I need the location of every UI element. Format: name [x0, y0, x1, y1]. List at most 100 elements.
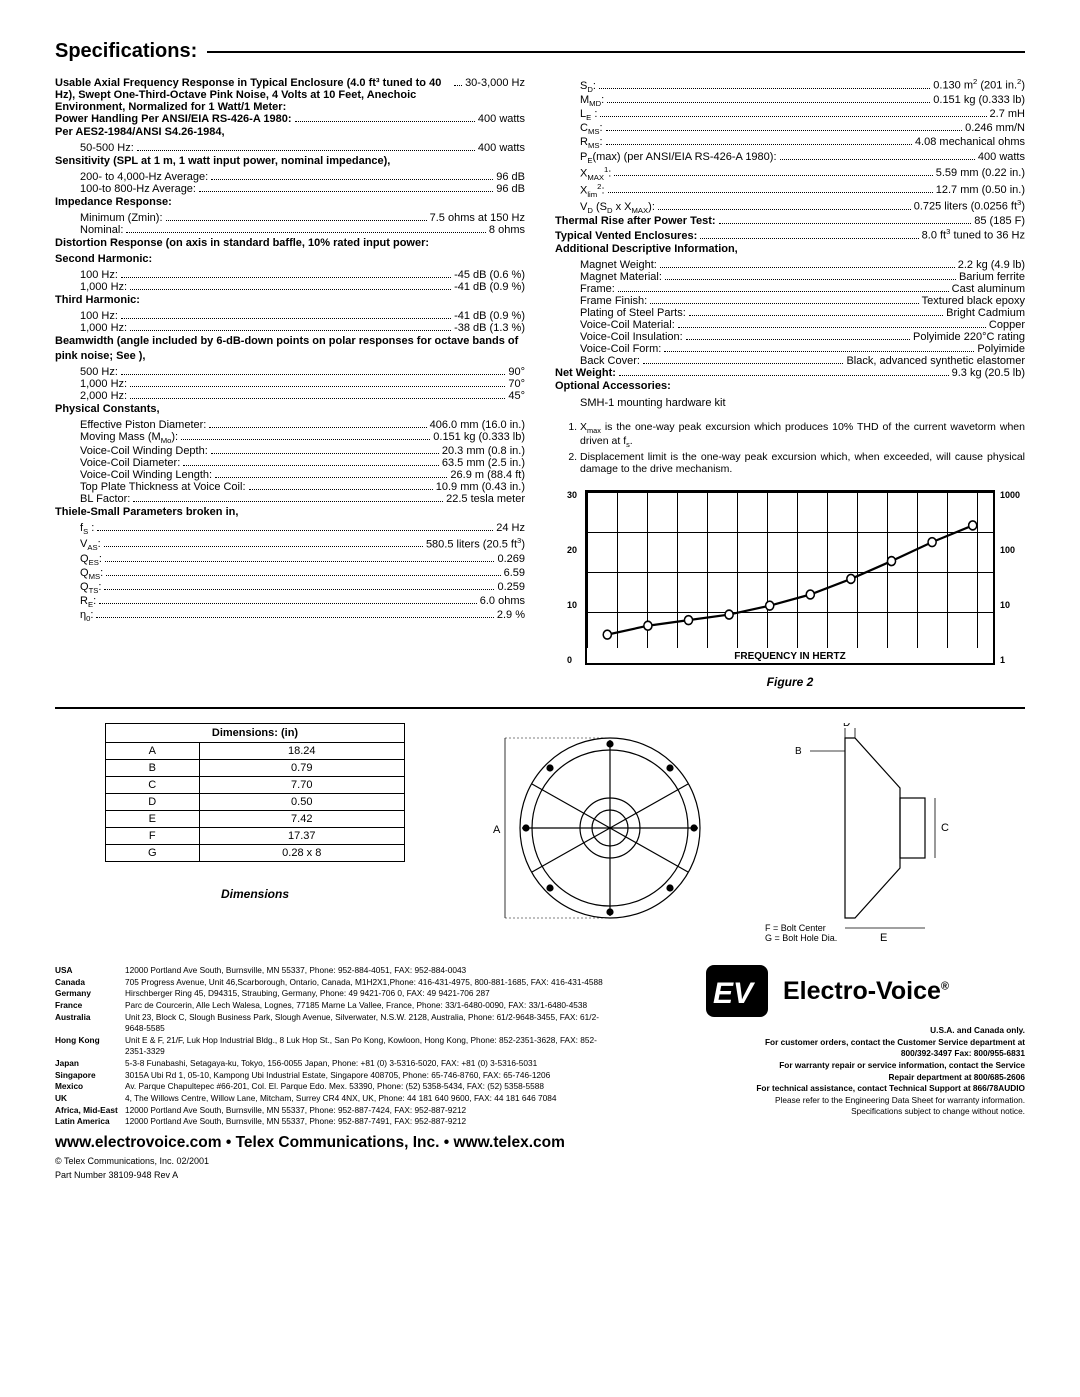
spec-value: 400 watts [978, 151, 1025, 163]
spec-label: Back Cover: [580, 355, 640, 367]
spec-row: Magnet Weight: 2.2 kg (4.9 lb) [555, 259, 1025, 271]
spec-label: fS : [80, 522, 94, 536]
footer-info-line: For technical assistance, contact Techni… [630, 1083, 1025, 1095]
address-text: 12000 Portland Ave South, Burnsville, MN… [125, 1105, 466, 1117]
spec-label: Magnet Weight: [580, 259, 657, 271]
spec-label: Effective Piston Diameter: [80, 419, 206, 431]
leader-dots [183, 465, 439, 466]
spec-row: RMS:4.08 mechanical ohms [555, 136, 1025, 150]
spec-value: Black, advanced synthetic elastomer [846, 355, 1025, 367]
copyright-1: © Telex Communications, Inc. 02/2001 [55, 1156, 605, 1166]
spec-row: Typical Vented Enclosures:8.0 ft3 tuned … [555, 227, 1025, 242]
spec-row: 100 Hz:-41 dB (0.9 %) [55, 310, 525, 322]
address-country: Japan [55, 1058, 125, 1070]
spec-label: Voice-Coil Winding Depth: [80, 445, 208, 457]
spec-label: Voice-Coil Form: [580, 343, 661, 355]
website-line: www.electrovoice.com • Telex Communicati… [55, 1134, 605, 1152]
spec-value: 2.2 kg (4.9 lb) [958, 259, 1025, 271]
chart-caption: Figure 2 [555, 675, 1025, 689]
address-text: 3015A Ubi Rd 1, 05-10, Kampong Ubi Indus… [125, 1070, 550, 1082]
spec-value: 9.3 kg (20.5 lb) [952, 367, 1025, 379]
intro-label: Usable Axial Frequency Response in Typic… [55, 77, 451, 113]
dim-val: 7.70 [199, 777, 405, 794]
spec-row: Voice-Coil Winding Length:26.9 m (88.4 f… [55, 469, 525, 481]
spec-row: Voice-Coil Winding Depth: 20.3 mm (0.8 in… [55, 445, 525, 457]
spec-value: 20.3 mm (0.8 in.) [442, 445, 525, 457]
dim-key: D [106, 794, 200, 811]
spec-label: BL Factor: [80, 493, 130, 505]
spec-value: Polyimide 220°C rating [913, 331, 1025, 343]
spec-label: RE: [80, 595, 96, 609]
table-row: A18.24 [106, 743, 405, 760]
spec-value: Copper [989, 319, 1025, 331]
spec-label: Voice-Coil Winding Length: [80, 469, 212, 481]
leader-dots [454, 85, 462, 86]
address-row: UK4, The Willows Centre, Willow Lane, Mi… [55, 1093, 605, 1105]
spec-value: -41 dB (0.9 %) [454, 310, 525, 322]
spec-value: 6.59 [504, 567, 525, 579]
table-row: C7.70 [106, 777, 405, 794]
spec-value: Cast aluminum [952, 283, 1025, 295]
spec-label: 500 Hz: [80, 366, 118, 378]
leader-dots [600, 116, 986, 117]
spec-label: Power Handling Per ANSI/EIA RS-426-A 198… [55, 113, 292, 125]
spec-label: Thermal Rise after Power Test: [555, 215, 716, 227]
spec-value: 0.246 mm/N [965, 122, 1025, 134]
address-country: Africa, Mid-East [55, 1105, 125, 1117]
heading-text: Specifications: [55, 40, 197, 63]
address-text: 5-3-8 Funabashi, Setagaya-ku, Tokyo, 156… [125, 1058, 537, 1070]
spec-header: Impedance Response: [55, 195, 525, 210]
spec-label: Top Plate Thickness at Voice Coil: [80, 481, 246, 493]
spec-row: XMAX1:5.59 mm (0.22 in.) [555, 165, 1025, 182]
spec-header: Physical Constants, [55, 402, 525, 417]
table-row: E7.42 [106, 811, 405, 828]
leader-dots [700, 238, 918, 239]
spec-value: 63.5 mm (2.5 in.) [442, 457, 525, 469]
right-column: SD:0.130 m2 (201 in.2)MMD:0.151 kg (0.33… [555, 77, 1025, 689]
spec-row: 50-500 Hz:400 watts [55, 142, 525, 154]
leader-dots [618, 291, 949, 292]
spec-label: Magnet Material: [580, 271, 662, 283]
dim-header: Dimensions: (in) [106, 724, 405, 743]
leader-dots [130, 398, 505, 399]
address-text: Parc de Courcerin, Alle Lech Walesa, Log… [125, 1000, 587, 1012]
address-row: Latin America12000 Portland Ave South, B… [55, 1116, 605, 1128]
dim-key: A [106, 743, 200, 760]
footnote-item: Xmax is the one-way peak excursion which… [580, 421, 1025, 449]
dimensions-caption: Dimensions [105, 887, 405, 901]
spec-header: Thiele-Small Parameters broken in, [55, 505, 525, 520]
speaker-diagram: A D B C E F = Bolt Center G = Bolt Hole … [465, 723, 1025, 943]
footer-info-line: Please refer to the Engineering Data She… [630, 1095, 1025, 1107]
spec-row: RE:6.0 ohms [55, 595, 525, 609]
spec-columns: Usable Axial Frequency Response in Typic… [55, 77, 1025, 689]
footer-right-text: U.S.A. and Canada only.For customer orde… [630, 1025, 1025, 1118]
ev-logo-text: Electro-Voice® [783, 977, 949, 1006]
spec-label: Xlim2: [580, 182, 605, 199]
spec-value: 0.269 [497, 553, 525, 565]
footer: USA 12000 Portland Ave South, Burnsville,… [55, 965, 1025, 1180]
leader-dots [780, 159, 975, 160]
chart-right-ticks: 1000100101 [1000, 490, 1020, 665]
spec-value: -41 dB (0.9 %) [454, 281, 525, 293]
chart-line-icon [587, 492, 993, 648]
spec-label: Minimum (Zmin): [80, 212, 163, 224]
address-text: 705 Progress Avenue, Unit 46,Scarborough… [125, 977, 603, 989]
leader-dots [130, 330, 451, 331]
spec-row: Voice-Coil Form: Polyimide [555, 343, 1025, 355]
spec-value: 8.0 ft3 tuned to 36 Hz [922, 227, 1025, 242]
spec-value: Polyimide [977, 343, 1025, 355]
spec-value: -38 dB (1.3 %) [454, 322, 525, 334]
spec-row: 200- to 4,000-Hz Average:96 dB [55, 171, 525, 183]
spec-row: Frame: Cast aluminum [555, 283, 1025, 295]
leader-dots [643, 363, 844, 364]
spec-label: QES: [80, 553, 102, 567]
spec-label: LE : [580, 108, 597, 122]
spec-value: 0.259 [497, 581, 525, 593]
spec-label: Frame: [580, 283, 615, 295]
spec-header: Sensitivity (SPL at 1 m, 1 watt input po… [55, 154, 525, 169]
address-country: USA [55, 965, 125, 977]
leader-dots [686, 339, 910, 340]
footer-info-line: 800/392-3497 Fax: 800/955-6831 [630, 1048, 1025, 1060]
spec-row: 2,000 Hz:45° [55, 390, 525, 402]
address-country: Australia [55, 1012, 125, 1035]
